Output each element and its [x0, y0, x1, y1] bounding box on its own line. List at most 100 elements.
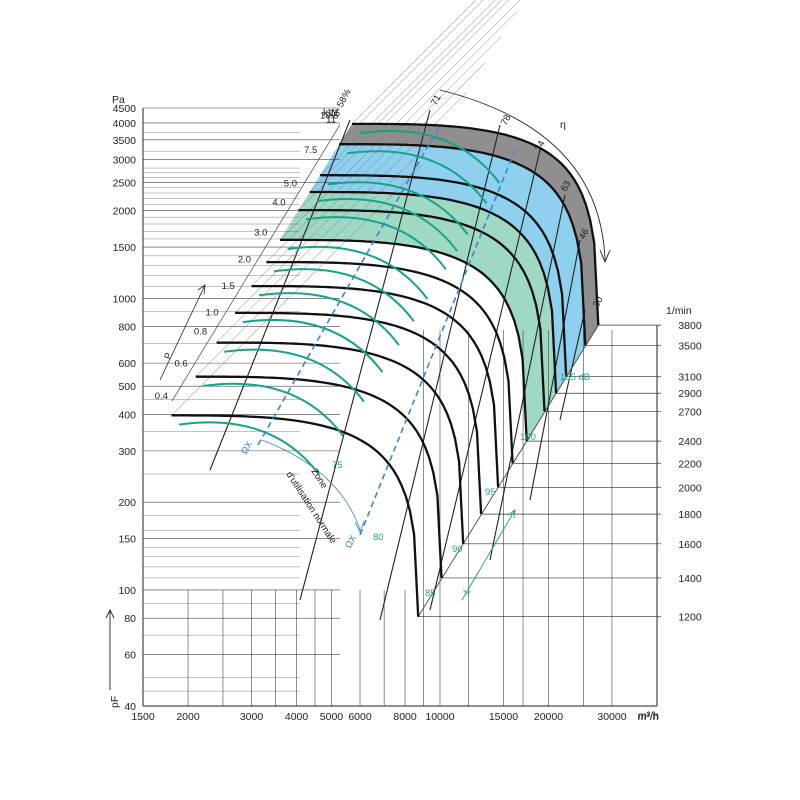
diag-line-0: [351, 0, 477, 125]
speed-tick-label: 3100: [678, 371, 702, 383]
x-axis-unit: m³/h: [638, 710, 659, 722]
sound-curve-3: [317, 198, 458, 252]
zone-line-left: [257, 124, 441, 446]
y-tick-label: 800: [118, 322, 136, 334]
power-label: 1.0: [205, 308, 218, 319]
speed-curve-1200: [171, 414, 420, 617]
efficiency-label: 78: [499, 113, 514, 128]
speed-tick-label: 2000: [678, 482, 702, 494]
speed-curve-1400: [195, 375, 443, 578]
power-axis-arrow: [159, 284, 206, 381]
speed-tick-label: 1600: [678, 539, 702, 551]
diag-line-1: [338, 0, 484, 145]
x-tick-label: 5000: [320, 711, 344, 723]
speed-curves: [171, 122, 600, 617]
efficiency-arrow: [439, 89, 606, 261]
y-tick-label: 300: [118, 446, 136, 458]
speed-curve-2900: [309, 190, 558, 394]
zone-band-2: [280, 192, 557, 442]
sound-curve-8: [242, 318, 384, 373]
speed-tick-label: 1400: [678, 573, 702, 585]
speed-curve-2400: [280, 238, 528, 442]
diag-line-10: [195, 126, 446, 377]
efficiency-arrow-head: [599, 249, 611, 264]
zone-line-right: [359, 149, 516, 536]
speed-tick-label: 2900: [678, 388, 702, 400]
power-axis-symbol: P: [162, 351, 175, 361]
x-tick-label: 4000: [285, 711, 309, 723]
zone-fills: [280, 123, 599, 442]
efficiency-label: 30: [591, 295, 606, 310]
efficiency-label: 46: [577, 227, 592, 242]
x-tick-label: 3000: [240, 711, 264, 723]
y-tick-label: 100: [118, 585, 136, 597]
sound-label: 80: [373, 532, 384, 543]
power-label: 18.5: [320, 110, 339, 121]
x-tick-label: 2000: [176, 711, 200, 723]
diag-line-7: [251, 35, 502, 287]
y-tick-label: 40: [124, 701, 136, 713]
speed-tick-label: 3500: [678, 340, 702, 352]
diag-line-3: [309, 0, 503, 193]
speed-curve-3100: [320, 174, 568, 377]
x-tick-label: 20000: [534, 711, 563, 723]
y-tick-label: 4000: [113, 118, 137, 130]
efficiency-line-6: [559, 309, 586, 421]
zone-band-1: [309, 144, 586, 394]
y-tick-label: 1500: [113, 242, 137, 254]
power-label: 7.5: [304, 145, 317, 156]
y-tick-label: 2500: [113, 177, 137, 189]
speed-curve-2200: [266, 260, 514, 464]
diag-line-6: [266, 11, 517, 263]
y-axis-arrow: [105, 608, 115, 690]
zone-arc: [261, 439, 361, 531]
diag-line-5: [279, 0, 521, 241]
efficiency-label: 74: [533, 139, 548, 154]
sound-axis-symbol: L: [461, 586, 473, 597]
efficiency-symbol: η: [560, 119, 566, 131]
y-axis-symbol: pF: [109, 696, 121, 708]
power-label: 15: [329, 108, 340, 119]
sound-curve-0: [359, 129, 501, 184]
y-tick-label: 80: [124, 613, 136, 625]
speed-tick-label: 2200: [678, 458, 702, 470]
speed-curve-1800: [235, 311, 483, 515]
sound-curve-2: [327, 181, 469, 235]
y-tick-label: 200: [118, 497, 136, 509]
power-label: 11: [326, 115, 336, 126]
y-tick-label: 60: [124, 650, 136, 662]
sound-label: 105 dB: [560, 372, 590, 383]
efficiency-line-0: [209, 119, 351, 471]
power-label: 3.0: [254, 227, 267, 238]
sound-curve-10: [203, 382, 344, 437]
operating-zone-lines: [257, 124, 516, 536]
x-tick-label: 8000: [393, 711, 417, 723]
sound-label: 100: [520, 432, 536, 443]
efficiency-line-1: [299, 109, 431, 601]
zone-arc-head: [354, 520, 365, 534]
speed-tick-label: 2400: [678, 436, 702, 448]
y-tick-label: 3500: [113, 135, 137, 147]
sound-axis-arrow: [461, 509, 516, 601]
speed-tick-label: 1800: [678, 509, 702, 521]
diag-line-4: [298, 0, 509, 211]
y-tick-label: 500: [118, 381, 136, 393]
y-tick-label: 400: [118, 409, 136, 421]
speed-tick-label: 3800: [678, 320, 702, 332]
sound-curve-1: [346, 150, 488, 204]
speed-tick-label: 1200: [678, 612, 702, 624]
y-tick-label: 2000: [113, 206, 137, 218]
power-boundary: [171, 124, 341, 402]
speed-curve-2000: [251, 284, 500, 488]
sound-label: 85: [425, 588, 436, 599]
y-tick-label: 600: [118, 358, 136, 370]
efficiency-label: 63: [559, 179, 574, 194]
sound-curve-11: [179, 421, 320, 476]
sound-label: 90: [452, 544, 463, 555]
chart-labels: 4500 4000 3500 3000 2500 2000 1500 1000 800 600 50…: [113, 87, 702, 723]
x-tick-label: 6000: [348, 711, 372, 723]
power-label: 5.0: [284, 179, 297, 190]
y-axis-unit: Pa: [112, 94, 125, 106]
power-label: 1.5: [222, 281, 235, 292]
